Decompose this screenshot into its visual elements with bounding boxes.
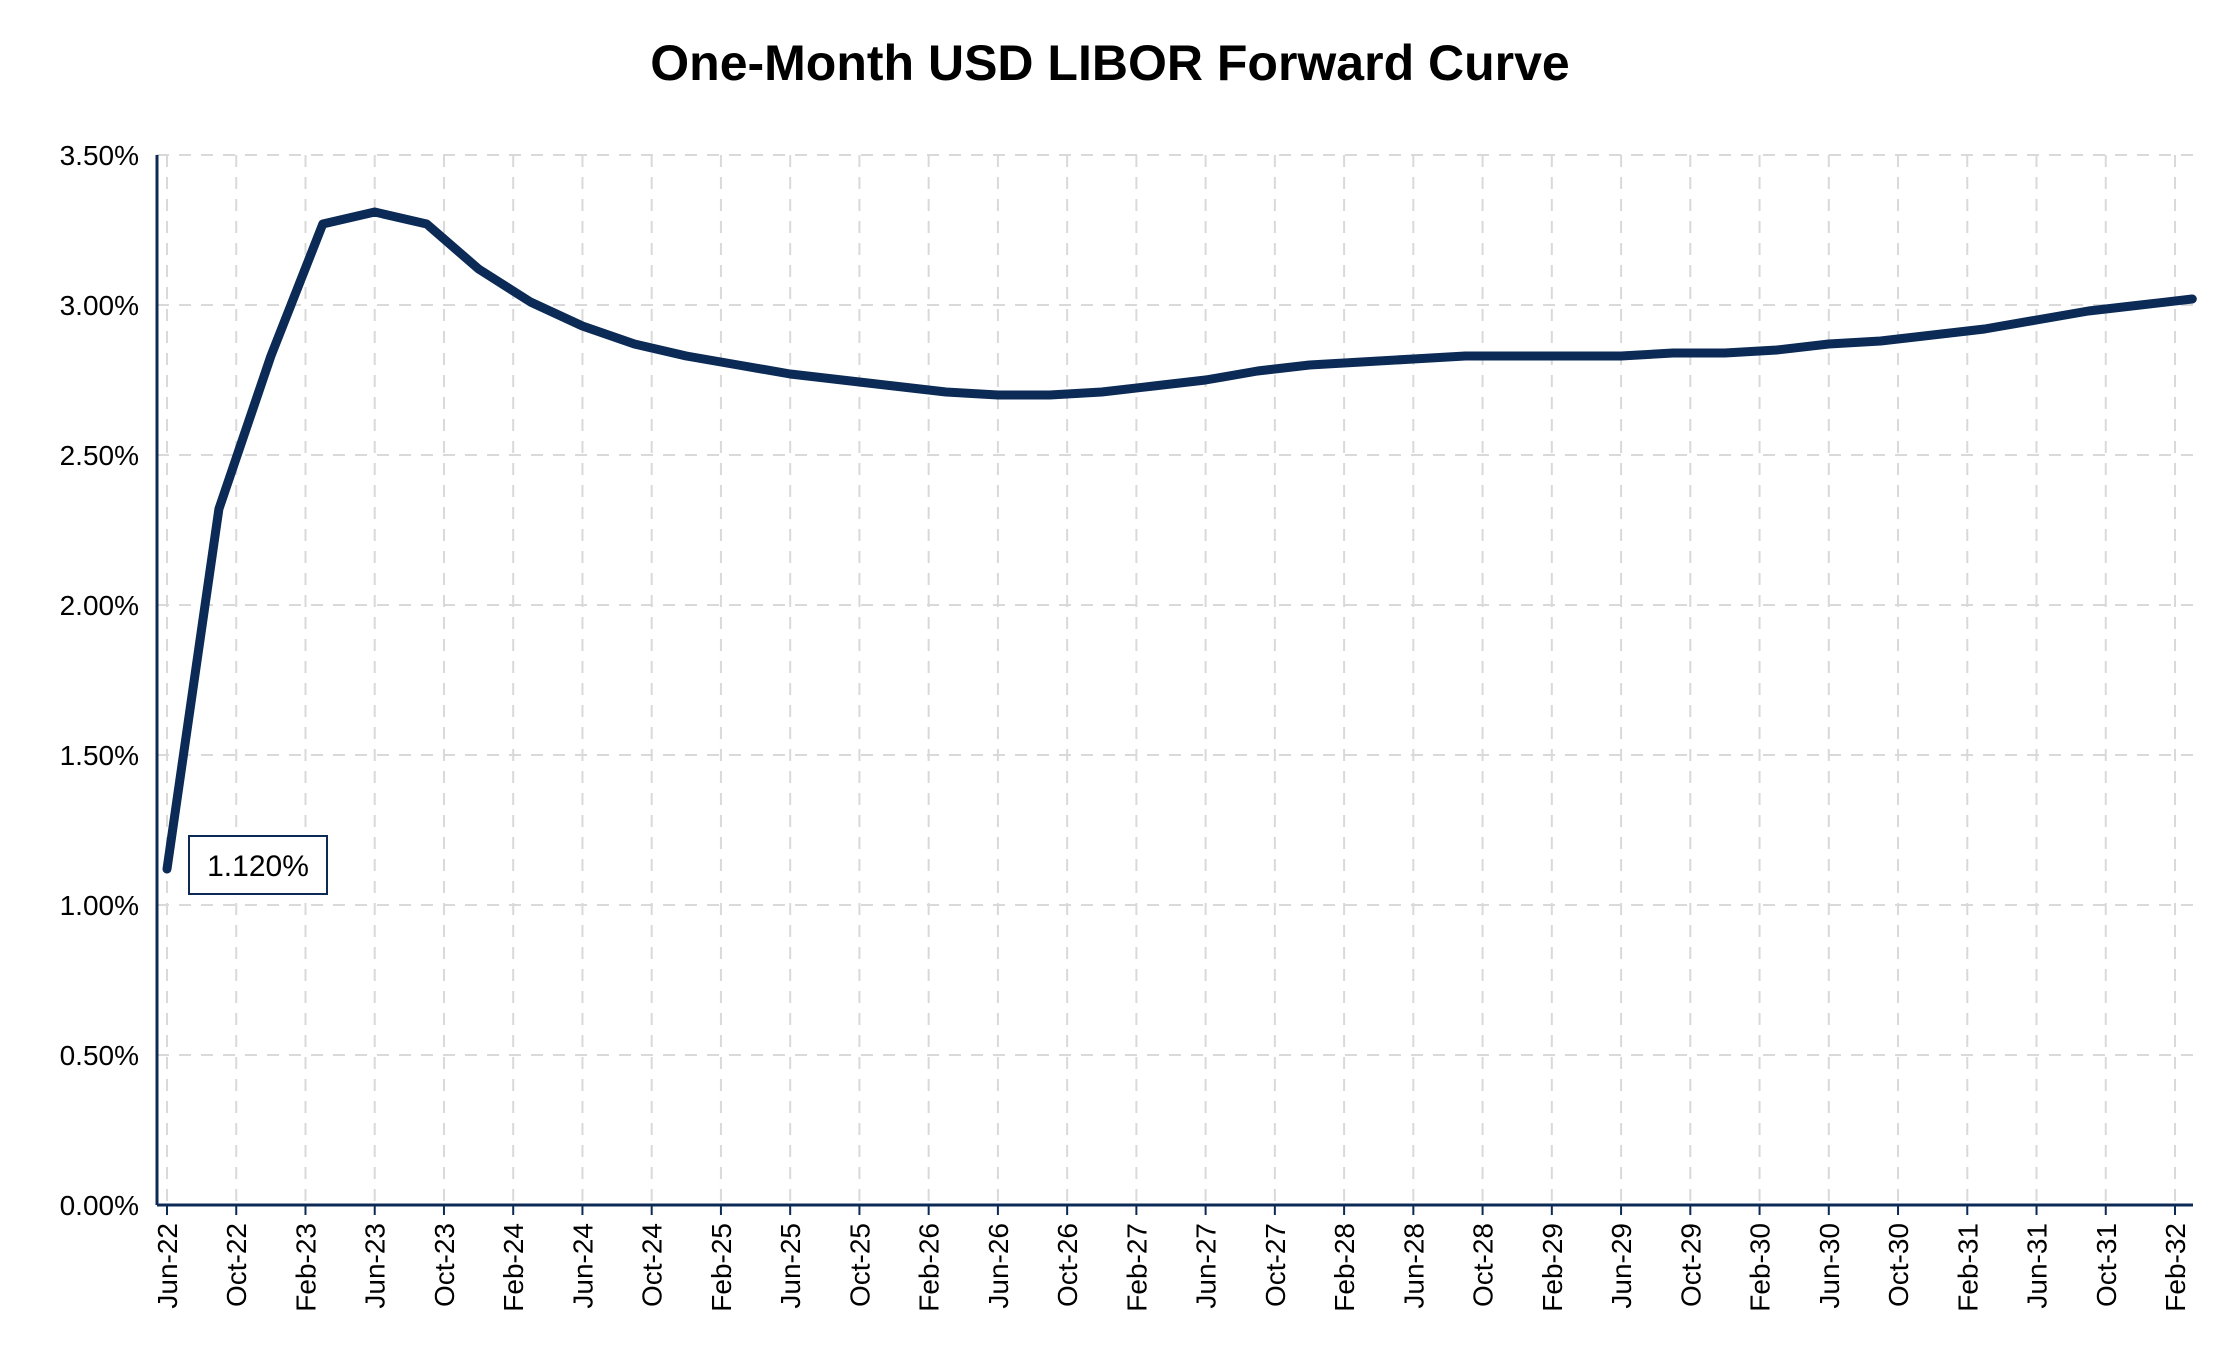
x-tick-label: Oct-22 [221,1223,252,1307]
x-tick-label: Jun-24 [567,1223,598,1309]
x-tick-label: Feb-26 [914,1223,945,1312]
x-tick-label: Jun-30 [1814,1223,1845,1309]
y-tick-label: 3.00% [60,290,139,321]
x-tick-label: Feb-29 [1537,1223,1568,1312]
x-tick-label: Oct-30 [1883,1223,1914,1307]
y-tick-label: 2.50% [60,440,139,471]
x-axis-ticks: Jun-22 Oct-22 Feb-23 Jun-23 Oct-23 Feb-24 Jun-… [152,1223,2191,1312]
x-tick-label: Feb-24 [498,1223,529,1312]
x-tick-label: Jun-28 [1398,1223,1429,1309]
y-axis-ticks: 0.00% 0.50% 1.00% 1.50% 2.00% 2.50% 3.00% 3.50% [60,140,139,1221]
x-tick-label: Feb-25 [706,1223,737,1312]
y-tick-label: 0.00% [60,1190,139,1221]
x-tick-label: Oct-26 [1052,1223,1083,1307]
x-tick-label: Jun-25 [775,1223,806,1309]
x-tick-label: Jun-29 [1606,1223,1637,1309]
x-tick-label: Oct-24 [637,1223,668,1307]
x-tick-label: Jun-31 [2022,1223,2053,1309]
x-tick-label: Feb-23 [290,1223,321,1312]
x-tick-label: Oct-25 [844,1223,875,1307]
x-tick-label: Feb-31 [1952,1223,1983,1312]
x-tick-label: Oct-27 [1260,1223,1291,1307]
x-tick-label: Jun-22 [152,1223,183,1309]
x-tick-label: Jun-26 [983,1223,1014,1309]
grid-layer [157,154,2193,1205]
data-label: 1.120% [207,850,309,883]
x-tick-label: Jun-27 [1191,1223,1222,1309]
chart-title: One-Month USD LIBOR Forward Curve [650,35,1570,91]
axes-layer [155,155,2193,1215]
x-tick-label: Feb-32 [2160,1223,2191,1312]
x-tick-label: Oct-28 [1468,1223,1499,1307]
x-tick-label: Oct-23 [429,1223,460,1307]
annotation-layer: 1.120% [188,835,328,895]
x-tick-label: Oct-31 [2091,1223,2122,1307]
x-tick-label: Jun-23 [360,1223,391,1309]
y-tick-label: 1.50% [60,740,139,771]
x-tick-label: Feb-27 [1121,1223,1152,1312]
x-tick-label: Oct-29 [1675,1223,1706,1307]
x-tick-label: Feb-28 [1329,1223,1360,1312]
x-tick-label: Feb-30 [1745,1223,1776,1312]
series-layer [162,207,2197,874]
y-tick-label: 3.50% [60,140,139,171]
y-tick-label: 0.50% [60,1040,139,1071]
y-tick-label: 2.00% [60,590,139,621]
data-label-box [188,835,328,895]
y-tick-label: 1.00% [60,890,139,921]
series-line [162,207,2197,874]
